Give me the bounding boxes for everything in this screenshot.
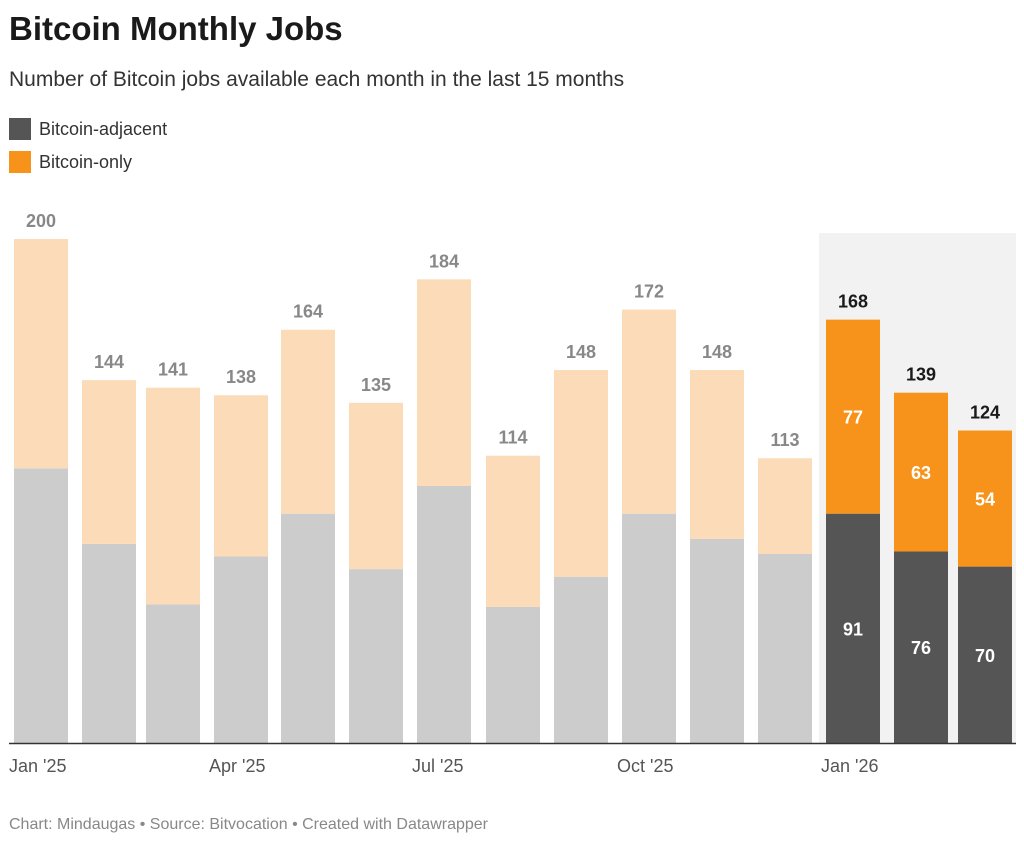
- bar-segment-only: [554, 370, 608, 577]
- total-value-label: 200: [26, 211, 56, 231]
- bar-segment-adjacent: [417, 485, 471, 743]
- chart-footer: Chart: Mindaugas • Source: Bitvocation •…: [9, 816, 488, 833]
- bar-segment-adjacent: [622, 513, 676, 743]
- segment-value-label: 77: [843, 408, 863, 428]
- bar-segment-adjacent: [349, 569, 403, 743]
- legend-swatch-only: [9, 151, 31, 173]
- bar-segment-adjacent: [214, 556, 268, 743]
- bar-segment-only: [349, 402, 403, 570]
- segment-value-label: 54: [975, 490, 995, 510]
- legend-label-only: Bitcoin-only: [39, 151, 133, 172]
- segment-value-label: 63: [911, 463, 931, 483]
- segment-value-label: 91: [843, 619, 863, 639]
- bar-segment-only: [486, 455, 540, 607]
- total-value-label: 114: [498, 428, 527, 448]
- total-value-label: 138: [226, 367, 256, 387]
- bar-segment-adjacent: [958, 566, 1012, 743]
- segment-value-label: 70: [975, 646, 995, 666]
- legend-item-only: Bitcoin-only: [9, 147, 167, 177]
- x-tick-label: Apr '25: [209, 756, 265, 776]
- bar-segment-only: [758, 458, 812, 554]
- chart-subtitle: Number of Bitcoin jobs available each mo…: [9, 68, 625, 91]
- total-value-label: 135: [361, 375, 391, 395]
- bar-segment-only: [958, 430, 1012, 567]
- bar-segment-only: [417, 279, 471, 486]
- total-value-label: 148: [566, 342, 596, 362]
- total-value-label: 184: [429, 251, 459, 271]
- bar-segment-only: [894, 392, 948, 552]
- legend-item-adjacent: Bitcoin-adjacent: [9, 114, 167, 144]
- segment-value-label: 76: [911, 638, 931, 658]
- bar-segment-adjacent: [82, 543, 136, 743]
- bar-segment-adjacent: [486, 606, 540, 743]
- total-value-label: 141: [158, 360, 188, 380]
- bar-segment-only: [146, 387, 200, 605]
- x-tick-label: Oct '25: [617, 756, 673, 776]
- bar-segment-adjacent: [281, 513, 335, 743]
- bar-segment-only: [826, 319, 880, 514]
- total-value-label: 139: [906, 365, 936, 385]
- total-value-label: 124: [970, 403, 1000, 423]
- total-value-label: 172: [634, 282, 664, 302]
- x-tick-label: Jan '25: [9, 756, 66, 776]
- bar-segment-only: [14, 239, 68, 469]
- bar-segment-adjacent: [14, 468, 68, 743]
- bar-segment-adjacent: [894, 551, 948, 743]
- bar-segment-adjacent: [146, 604, 200, 743]
- bar-segment-only: [281, 329, 335, 514]
- total-value-label: 144: [94, 352, 124, 372]
- x-tick-label: Jan '26: [821, 756, 878, 776]
- chart-title: Bitcoin Monthly Jobs: [9, 10, 343, 47]
- bar-segment-only: [690, 370, 744, 539]
- bar-segment-only: [214, 395, 268, 557]
- bar-segment-adjacent: [826, 513, 880, 743]
- total-value-label: 148: [702, 342, 732, 362]
- legend-swatch-adjacent: [9, 118, 31, 140]
- total-value-label: 113: [770, 430, 799, 450]
- bar-segment-only: [82, 380, 136, 544]
- legend-label-adjacent: Bitcoin-adjacent: [39, 118, 168, 139]
- total-value-label: 164: [293, 302, 323, 322]
- x-tick-label: Jul '25: [412, 756, 463, 776]
- bar-segment-only: [622, 309, 676, 514]
- legend: Bitcoin-adjacent Bitcoin-only: [9, 114, 167, 180]
- total-value-label: 168: [838, 292, 868, 312]
- bar-segment-adjacent: [554, 576, 608, 743]
- bar-segment-adjacent: [758, 554, 812, 743]
- bar-segment-adjacent: [690, 538, 744, 743]
